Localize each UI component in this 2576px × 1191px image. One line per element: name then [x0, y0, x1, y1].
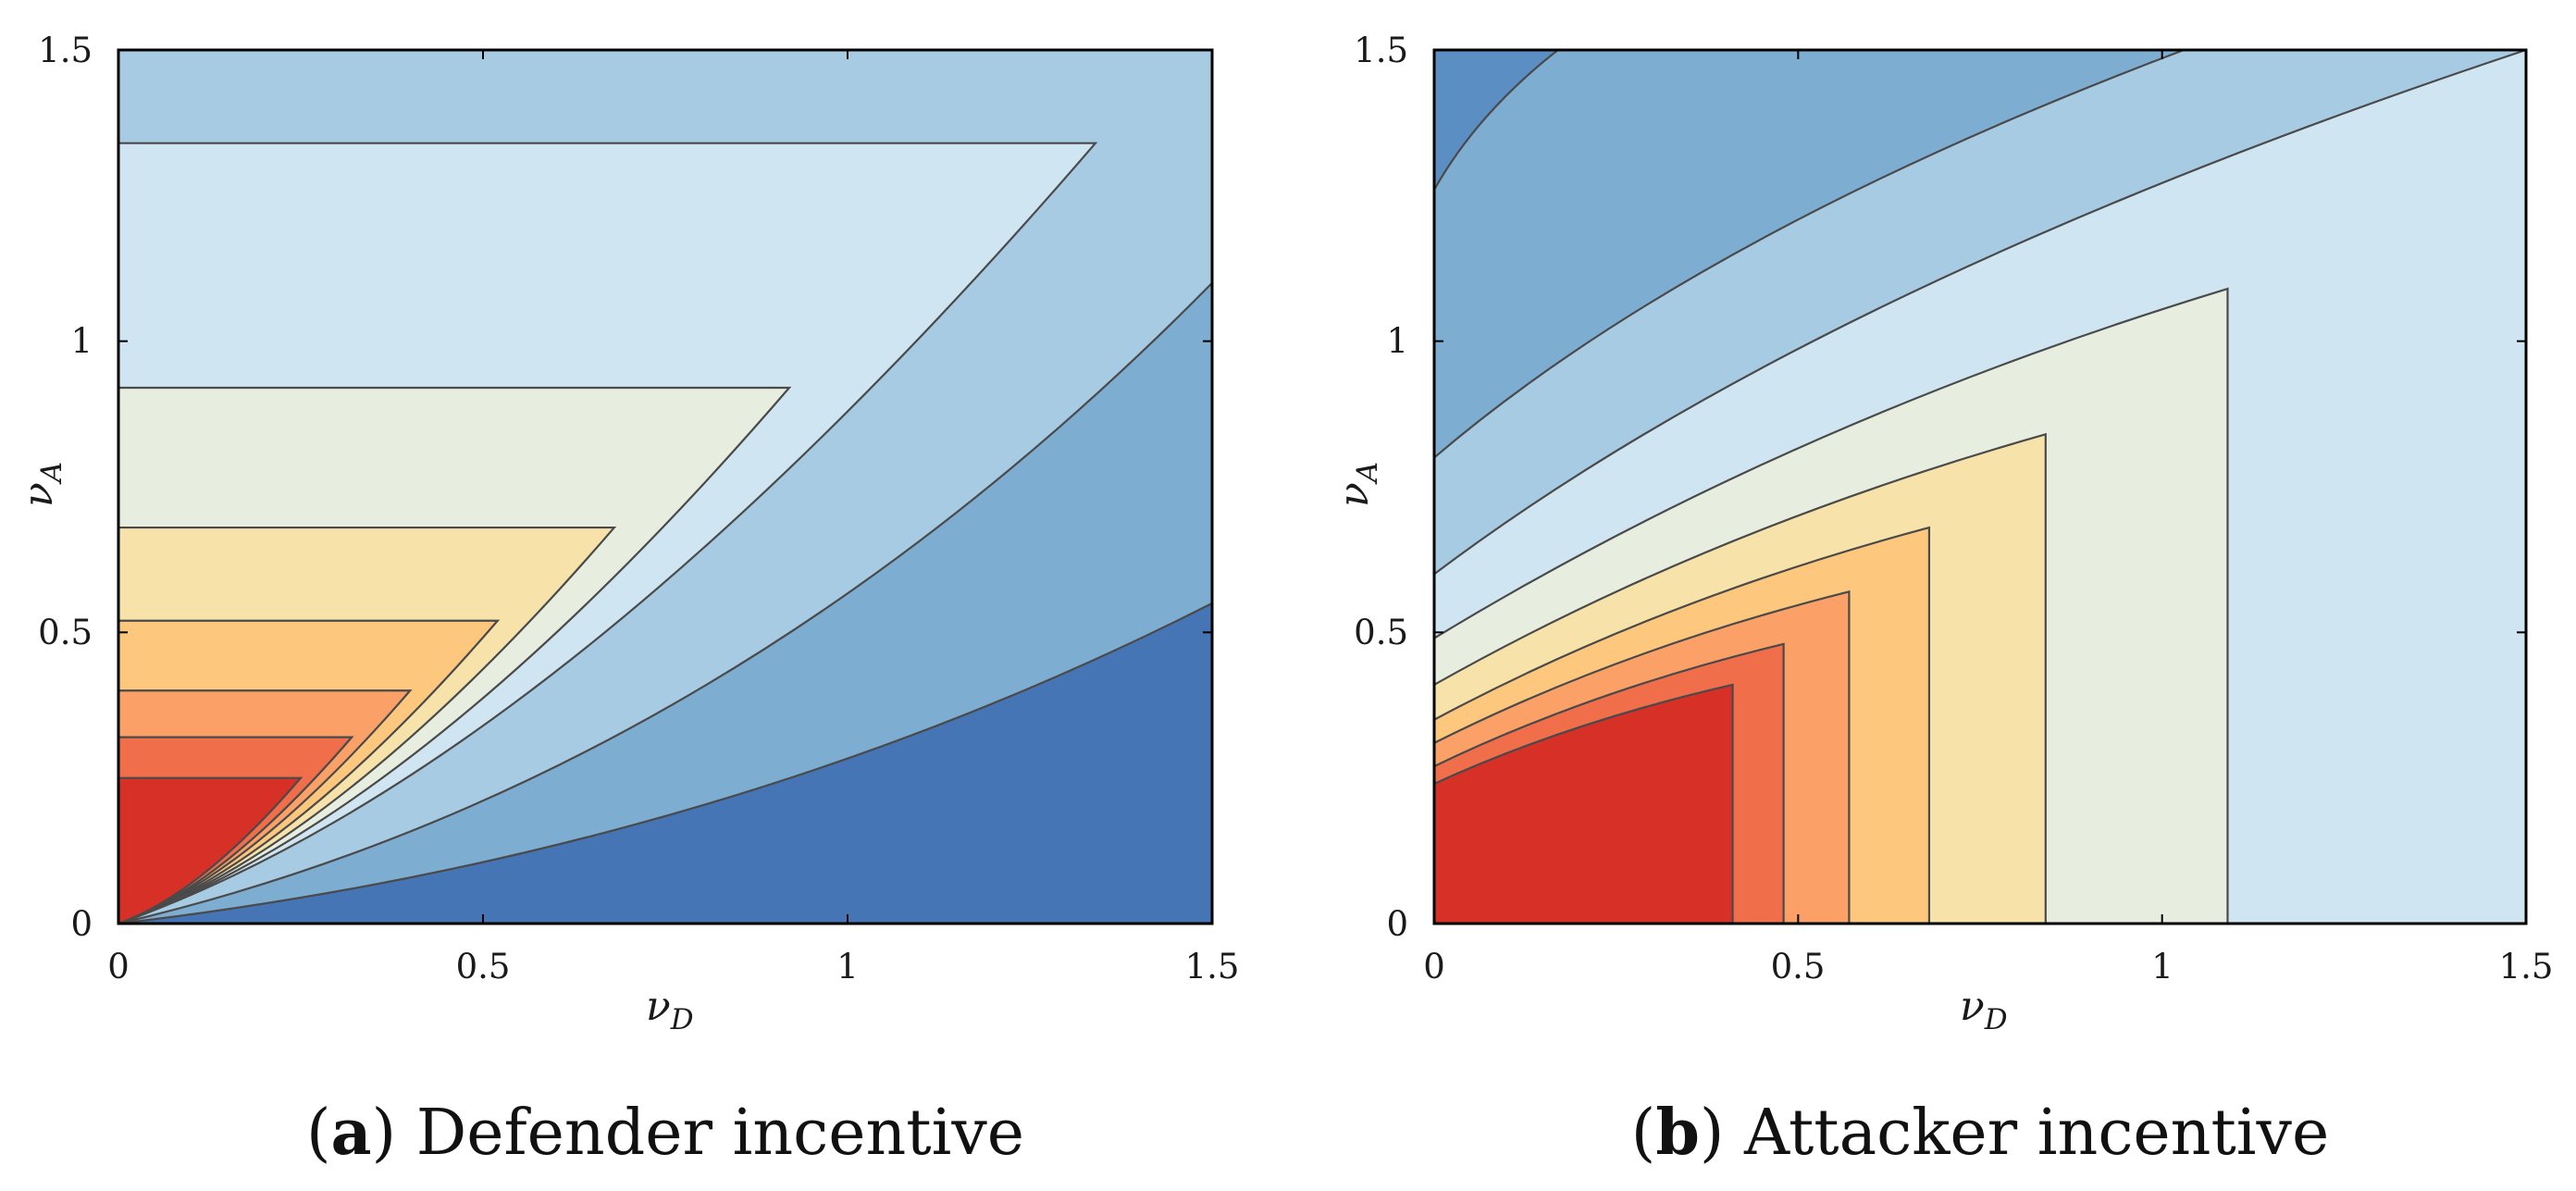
panel-b-caption: (b) Attacker incentive	[1631, 1096, 2329, 1170]
panel-b-frame	[1432, 48, 2528, 925]
panel-b-ytick-2: 1	[1386, 321, 1408, 361]
panel-a-ylabel: νA	[15, 462, 68, 507]
panel-a-ytick-1: 0.5	[38, 613, 93, 652]
panel-b-ytick-1: 0.5	[1354, 613, 1408, 652]
panel-b-region-level--3	[1432, 48, 1561, 194]
panel-a: 0 0.5 1 1.5 0 0.5 1 1.5 νD νA (a) Defend…	[15, 31, 1239, 1170]
panel-a-frame	[117, 48, 1214, 925]
panel-b-region-level--2	[1432, 48, 2185, 460]
panel-a-contours	[117, 50, 1214, 925]
panel-a-xtick-3: 1.5	[1185, 947, 1240, 986]
panel-b-ylabel: νA	[1331, 462, 1384, 507]
panel-a-region-level-8	[117, 776, 303, 925]
panel-b-ytick-3: 1.5	[1354, 31, 1408, 70]
panel-a-xtick-1: 0.5	[456, 947, 511, 986]
panel-a-caption: (a) Defender incentive	[306, 1096, 1024, 1170]
panel-a-xtick-0: 0	[107, 947, 130, 986]
panel-a-region-level--2	[118, 602, 1214, 925]
panel-b-contours	[1432, 48, 2527, 925]
panel-a-ytick-0: 0	[70, 904, 93, 944]
panel-b-ytick-0: 0	[1386, 904, 1408, 944]
panel-b-region-level-6	[1432, 683, 1734, 925]
panel-a-ticks	[118, 49, 1213, 924]
panel-a-ytick-2: 1	[70, 321, 93, 361]
panel-b-xtick-1: 0.5	[1771, 947, 1826, 986]
panel-a-xlabel: νD	[646, 983, 694, 1036]
panel-b-xtick-3: 1.5	[2499, 947, 2554, 986]
panel-b-xtick-2: 1	[2151, 947, 2174, 986]
panel-a-xtick-2: 1	[836, 947, 859, 986]
panel-b-ticks	[1433, 49, 2527, 924]
panel-b-xtick-0: 0	[1423, 947, 1445, 986]
panel-b-xlabel: νD	[1960, 983, 2008, 1036]
panel-b: 0 0.5 1 1.5 0 0.5 1 1.5 νD νA (b) Attack…	[1331, 31, 2553, 1170]
panel-a-ytick-3: 1.5	[38, 31, 93, 70]
